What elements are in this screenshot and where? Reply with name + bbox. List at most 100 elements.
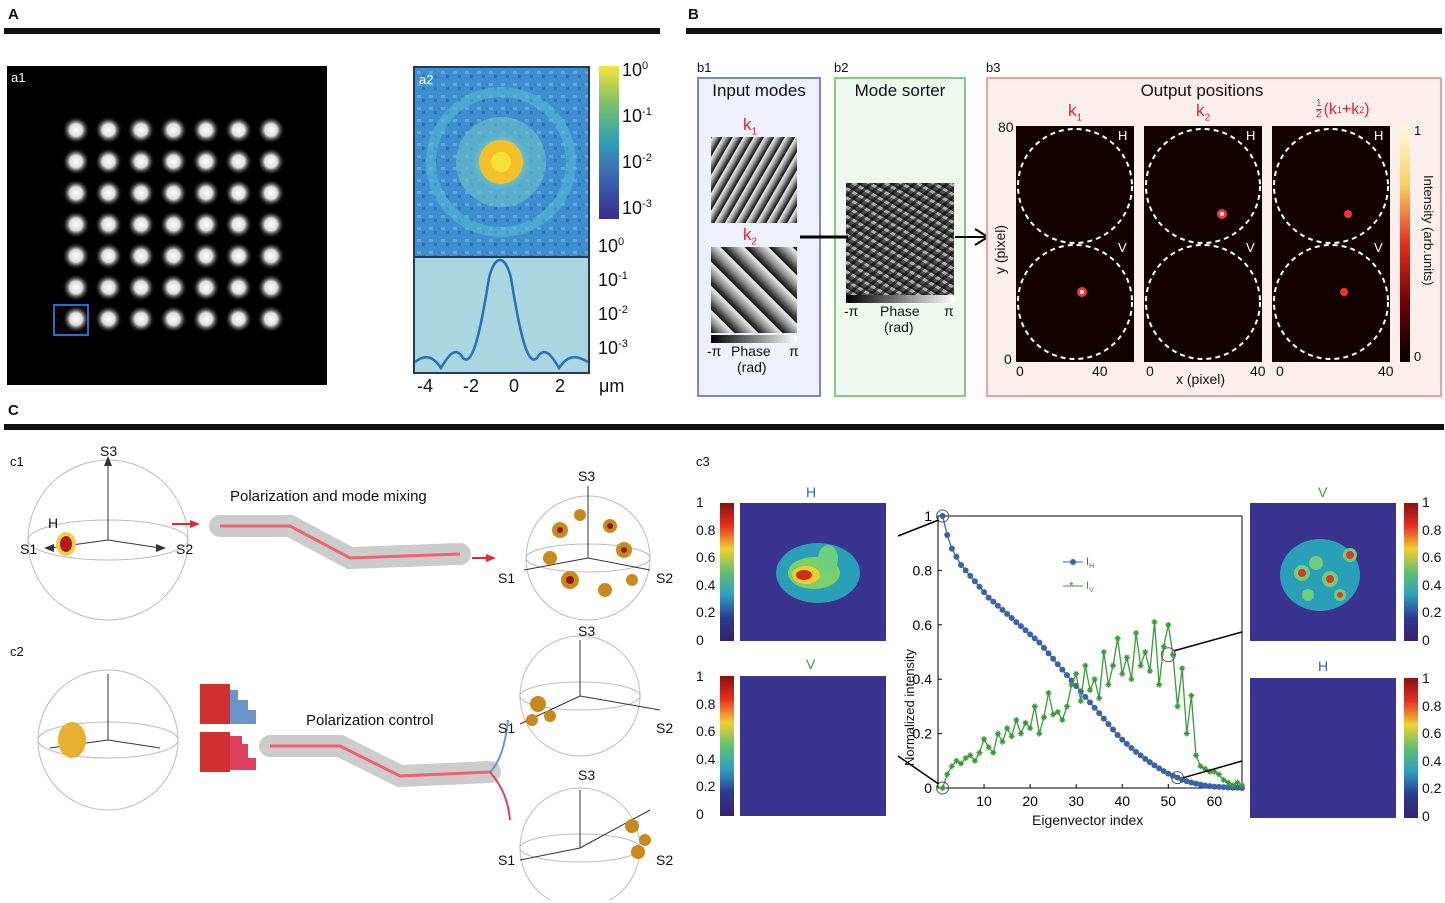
colorbar-tick: 0: [696, 805, 704, 822]
point-IV: [1137, 662, 1144, 669]
spot: [159, 242, 188, 270]
colorbar-tick: 0: [1422, 631, 1430, 648]
colorbar-tick: 0.4: [696, 750, 716, 767]
point-IH: [953, 553, 960, 560]
polarization-tag: V: [1118, 240, 1127, 255]
colorbar-tick: 1: [696, 494, 704, 510]
spot: [257, 116, 285, 144]
b1-phase-colorbar: [711, 335, 797, 343]
point-IH: [1192, 780, 1199, 787]
spot: [94, 116, 123, 144]
point-IV: [1169, 651, 1176, 658]
mode-sorter-box: Mode sorter -π Phase π (rad): [834, 77, 966, 397]
b3-cb-label: Intensity (arb.units): [1421, 175, 1436, 286]
point-IH: [1105, 721, 1112, 728]
c2-label: c2: [10, 644, 24, 659]
b3-ymax: 80: [998, 119, 1014, 135]
point-IV: [1100, 649, 1107, 655]
point-IV: [1142, 649, 1149, 655]
point-IH: [948, 545, 955, 552]
point-IH: [1220, 784, 1227, 791]
c2-top-s2: S2: [656, 720, 674, 736]
ytick-label: 0.8: [913, 562, 933, 578]
b1-phase-left: -π: [707, 343, 722, 359]
colorbar-tick: 0.6: [696, 549, 716, 565]
point-IV: [1054, 708, 1061, 715]
point-IV: [1133, 629, 1140, 636]
spot: [224, 179, 253, 207]
c3-tr-image: [1250, 503, 1396, 641]
point-IV: [1183, 730, 1190, 737]
point-IH: [1225, 784, 1232, 791]
point-IH: [1156, 765, 1163, 772]
point-IH: [1087, 699, 1093, 706]
point-IV: [1063, 703, 1070, 710]
polarization-tag: H: [1118, 128, 1128, 143]
point-IH: [944, 532, 951, 539]
mode-sorter-title: Mode sorter: [854, 81, 946, 100]
spot: [62, 305, 90, 333]
colorbar-tick: 0.8: [1422, 697, 1442, 714]
point-IH: [1133, 748, 1140, 755]
spot: [159, 273, 188, 302]
b3-ymin: 0: [1004, 351, 1012, 367]
point-IV: [967, 752, 974, 759]
colorbar-tick: 0.4: [696, 576, 716, 593]
point-IH: [1008, 615, 1015, 621]
k2-phase-pattern: [711, 247, 797, 333]
point-IV: [1082, 662, 1089, 669]
c2-control-label: Polarization control: [306, 712, 434, 729]
c3-tr-colorbar: [1404, 503, 1418, 641]
spot: [159, 147, 188, 176]
point-IH: [985, 594, 992, 601]
colorbar-tick: 0.4: [1422, 576, 1442, 593]
highlight-circle: [936, 509, 950, 523]
spot-array-image: a1: [7, 66, 327, 385]
colorbar-tick: 0: [696, 631, 704, 648]
spot: [94, 210, 123, 239]
pointer-arrow: [1174, 631, 1243, 652]
spot: [257, 273, 285, 302]
point-IV: [1045, 689, 1052, 696]
point-IH: [939, 513, 946, 519]
power-tick: 100: [622, 60, 649, 80]
b3-ylabel: y (pixel): [992, 224, 1008, 274]
point-IV: [1211, 768, 1218, 775]
ytick-label: 1: [924, 508, 932, 524]
spot: [257, 242, 285, 270]
point-IH: [1146, 759, 1153, 766]
b3-colorbar: [1400, 126, 1410, 362]
spot: [224, 273, 253, 302]
point-IV: [1017, 730, 1024, 737]
c3-label: c3: [696, 454, 710, 469]
b2-phase-colorbar: [846, 295, 954, 303]
legend-iv: IV: [1086, 580, 1094, 595]
point-IH: [1027, 631, 1034, 638]
point-IH: [958, 561, 965, 568]
spot: [159, 179, 188, 207]
c3-tl-image: [740, 503, 886, 641]
spot: [127, 147, 155, 176]
spot: [224, 242, 253, 270]
point-IV: [1050, 711, 1057, 718]
spot: [62, 147, 90, 176]
point-IH: [1036, 639, 1043, 646]
b2-phase-left: -π: [844, 303, 859, 319]
point-IV: [1110, 662, 1117, 669]
colorbar-tick: 0.2: [696, 778, 716, 794]
spot: [94, 273, 123, 302]
colorbar-tick: 1: [1422, 670, 1430, 686]
spot: [159, 116, 188, 144]
b3-x2max: 40: [1250, 363, 1266, 379]
polarization-tag: H: [1246, 128, 1256, 143]
polarization-tag: V: [1246, 240, 1255, 255]
point-IH: [1054, 661, 1061, 668]
b3-col2: k2: [1196, 101, 1211, 124]
c2-bot-s2: S2: [656, 852, 674, 868]
point-IH: [1197, 781, 1204, 788]
panel-b-divider: [686, 28, 1442, 34]
spot: [192, 273, 220, 302]
xtick-label: 50: [1161, 793, 1177, 809]
